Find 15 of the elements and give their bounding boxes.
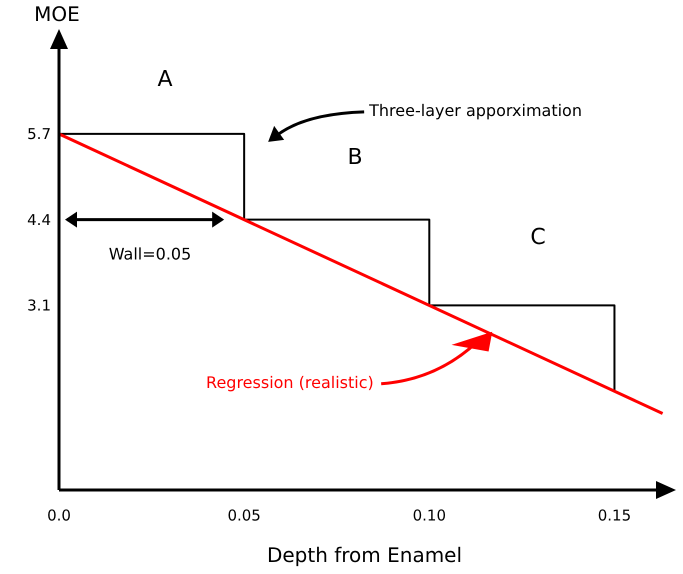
y-axis-title: MOE <box>34 2 80 26</box>
annotation: Wall=0.05 <box>108 244 192 264</box>
y-tick-label: 3.1 <box>27 296 51 315</box>
x-tick-label: 0.15 <box>598 506 632 525</box>
text: Regression (realistic) <box>206 372 374 392</box>
x-tick-label: 0.05 <box>227 506 261 525</box>
annotation: C <box>530 225 546 250</box>
x-axis-title: Depth from Enamel <box>266 543 462 567</box>
annotation: A <box>157 67 173 92</box>
text: Three-layer apporximation <box>368 100 582 120</box>
annotation: B <box>347 145 363 170</box>
y-tick-label: 4.4 <box>27 210 51 229</box>
y-tick-label: 5.7 <box>27 125 51 144</box>
x-tick-label: 0.10 <box>412 506 446 525</box>
x-tick-label: 0.0 <box>47 506 71 525</box>
